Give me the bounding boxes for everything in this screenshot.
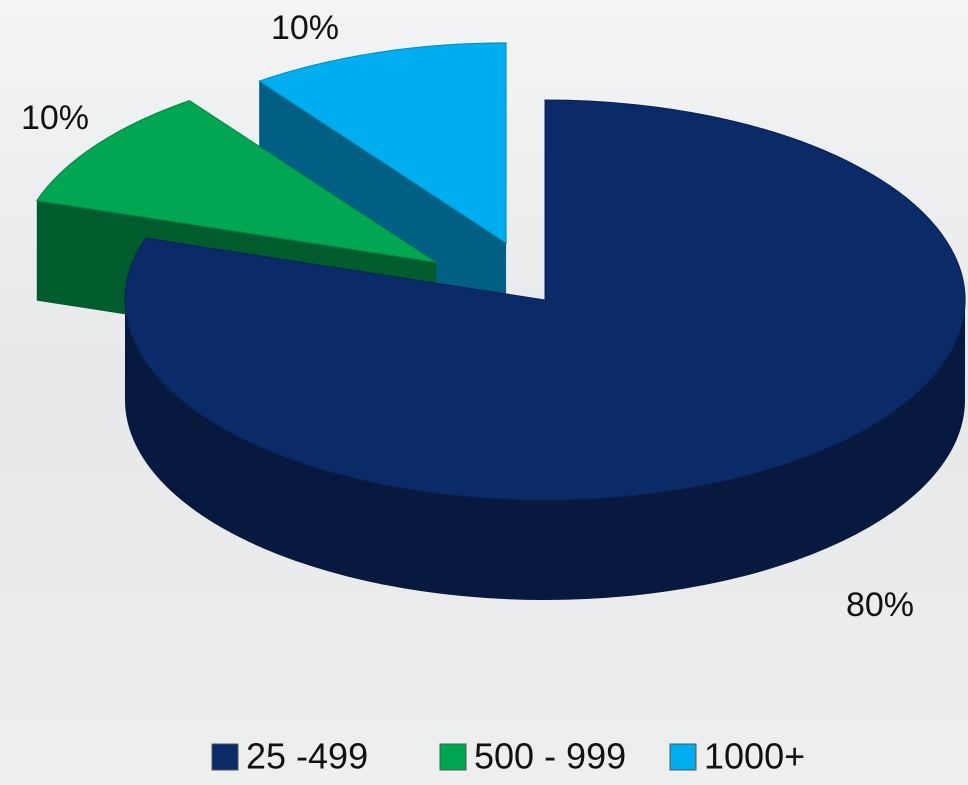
slice-side [125, 300, 965, 600]
legend-swatch [211, 743, 239, 771]
data-label: 80% [846, 586, 914, 624]
slice [35, 100, 437, 263]
legend-swatch [439, 743, 467, 771]
legend-label: 500 - 999 [474, 736, 626, 777]
legend-label: 25 -499 [246, 736, 368, 777]
data-label: 10% [271, 9, 339, 47]
legend-label: 1000+ [704, 736, 805, 777]
slice-wall [259, 81, 507, 343]
legend: 25 -499 500 - 999 1000+ [211, 736, 805, 777]
legend-swatch [669, 743, 697, 771]
pie [35, 42, 966, 600]
slice [258, 42, 507, 244]
data-label: 10% [21, 99, 89, 137]
slice [124, 99, 966, 501]
